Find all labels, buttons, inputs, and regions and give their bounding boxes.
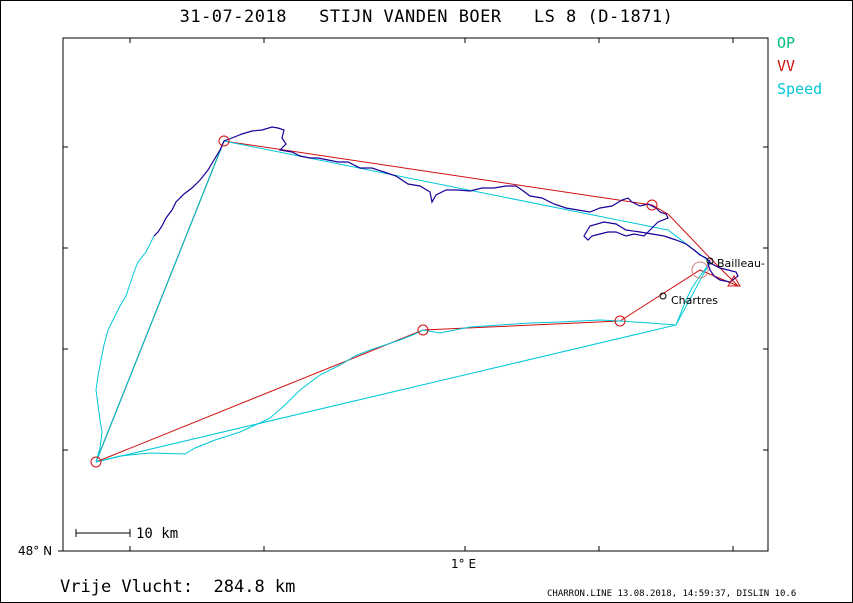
lon-label: 1° E xyxy=(451,557,477,571)
turnpoints xyxy=(90,135,709,468)
plot-box xyxy=(62,37,769,552)
axis-ticks xyxy=(58,38,768,552)
legend-vv: VV xyxy=(777,57,796,75)
scale-bar xyxy=(75,529,131,537)
flight-track xyxy=(153,126,739,283)
turnpoint-start xyxy=(90,456,102,468)
turnpoint-1 xyxy=(218,135,230,147)
lat-label: 48° N xyxy=(18,544,53,558)
turnpoint-2 xyxy=(646,199,658,211)
place-label-bailleau: Bailleau- xyxy=(717,257,765,270)
town-marker-chartres xyxy=(659,292,667,300)
turnpoint-5 xyxy=(691,261,709,279)
town-marker-bailleau xyxy=(706,257,714,265)
footer-credit: CHARRON.LINE 13.08.2018, 14:59:37, DISLI… xyxy=(547,589,797,599)
turnpoint-4 xyxy=(417,324,429,336)
legend-op: OP xyxy=(777,34,796,52)
speed-route xyxy=(95,140,711,463)
turnpoint-3 xyxy=(614,315,626,327)
distance-label: Vrije Vlucht: 284.8 km xyxy=(60,577,296,597)
turnpoint-triangle xyxy=(727,275,741,287)
vv-route xyxy=(95,140,739,463)
legend-speed: Speed xyxy=(777,80,823,98)
speed-track-west xyxy=(95,235,155,463)
scale-label: 10 km xyxy=(136,526,179,542)
speed-track-south xyxy=(95,261,711,463)
place-label-chartres: Chartres xyxy=(671,294,719,307)
page-title: 31-07-2018 STIJN VANDEN BOER LS 8 (D-187… xyxy=(179,7,674,27)
